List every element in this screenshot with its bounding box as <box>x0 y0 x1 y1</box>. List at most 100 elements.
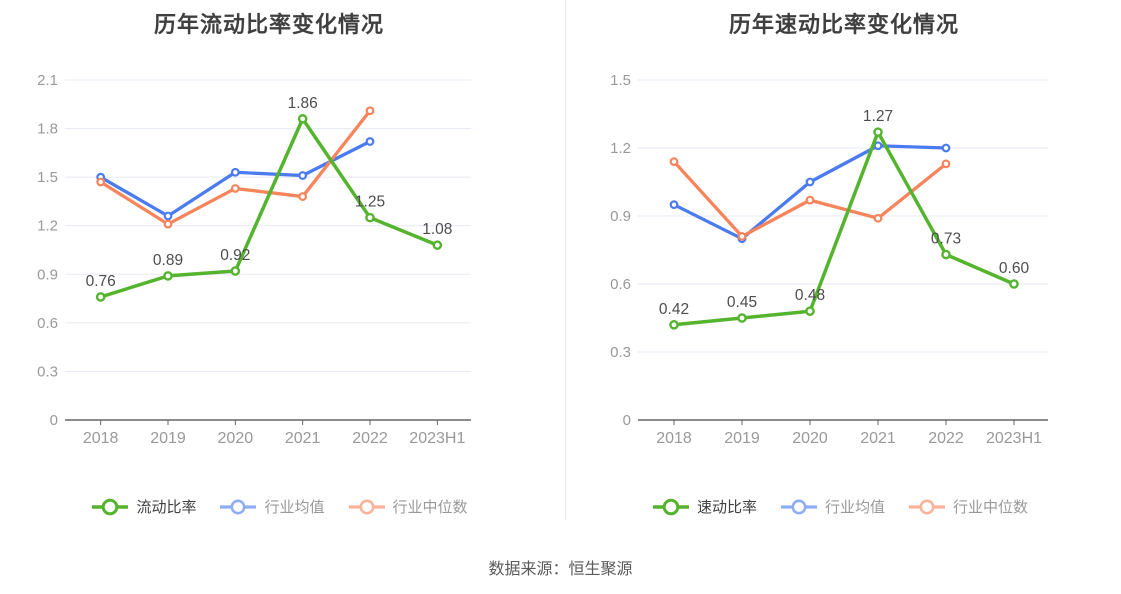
x-axis-tick-label: 2021 <box>860 430 896 447</box>
y-axis-tick-label: 1.8 <box>37 121 58 138</box>
x-axis-tick-label: 2022 <box>352 430 388 447</box>
legend-label: 流动比率 <box>136 498 197 516</box>
data-point[interactable] <box>365 212 375 223</box>
legend-marker-green-icon <box>92 498 129 516</box>
data-point[interactable] <box>96 177 106 187</box>
point-label: 0.42 <box>659 301 689 318</box>
data-point[interactable] <box>737 313 747 323</box>
legend-label: 行业均值 <box>264 498 325 516</box>
data-point[interactable] <box>297 114 308 124</box>
data-point[interactable] <box>298 192 308 201</box>
legend-item-green[interactable]: 速动比率 <box>652 498 757 516</box>
data-point[interactable] <box>669 157 679 167</box>
y-axis-tick-label: 2.1 <box>37 72 58 89</box>
data-point[interactable] <box>365 106 375 116</box>
x-axis-tick-label: 2020 <box>792 430 828 447</box>
data-point[interactable] <box>163 219 173 229</box>
chart-legend: 流动比率 行业均值 行业中位数 <box>0 495 560 519</box>
data-point[interactable] <box>230 167 240 177</box>
data-point[interactable] <box>737 231 747 241</box>
data-point[interactable] <box>298 171 308 180</box>
point-label: 0.89 <box>153 252 183 269</box>
chart-panel-current-ratio: 历年流动比率变化情况 0 0.3 0.6 0.9 1.2 1.5 1.8 2.1 2018 201… <box>0 0 560 530</box>
panel-divider <box>565 0 566 520</box>
data-point[interactable] <box>873 127 883 137</box>
legend-marker-orange-icon <box>909 499 945 515</box>
data-point[interactable] <box>230 266 241 276</box>
data-point[interactable] <box>805 195 815 205</box>
series-orange <box>96 106 375 229</box>
point-label: 1.86 <box>288 95 318 112</box>
point-label: 0.60 <box>999 260 1030 277</box>
x-axis-tick-label: 2018 <box>656 430 692 447</box>
legend-marker-blue-icon <box>220 499 257 515</box>
legend-item-blue[interactable]: 行业均值 <box>220 498 325 516</box>
x-axis-tick-label: 2021 <box>285 430 321 447</box>
x-axis-tick-label: 2023H1 <box>409 430 465 447</box>
legend-item-orange[interactable]: 行业中位数 <box>909 498 1028 516</box>
y-axis-tick-label: 1.2 <box>37 218 58 235</box>
data-point[interactable] <box>941 249 951 260</box>
legend-marker-blue-icon <box>780 499 817 515</box>
x-axis-tick-label: 2023H1 <box>986 430 1042 447</box>
point-label: 0.48 <box>795 287 825 304</box>
series-line <box>672 130 1016 327</box>
legend-marker-orange-icon <box>348 499 385 515</box>
data-source-note: 数据来源：恒生聚源 <box>488 561 633 578</box>
y-axis-tick-label: 0.6 <box>610 276 631 293</box>
line-chart-canvas: 0 0.3 0.6 0.9 1.2 1.5 1.8 2.1 2018 2019 2020 2021 20… <box>37 72 471 447</box>
x-axis-tick-label: 2018 <box>83 430 119 447</box>
y-axis-tick-label: 0.3 <box>610 344 631 361</box>
series-green <box>669 127 1019 330</box>
line-chart-canvas: 0 0.3 0.6 0.9 1.2 1.5 2018 2019 2020 2021 2022 2023… <box>610 72 1048 447</box>
data-point[interactable] <box>163 271 173 281</box>
data-point[interactable] <box>669 200 679 210</box>
y-axis-tick-label: 0 <box>623 412 631 429</box>
series-line <box>99 109 372 226</box>
legend-item-blue[interactable]: 行业均值 <box>780 498 885 516</box>
data-point[interactable] <box>432 240 443 250</box>
legend-item-green[interactable]: 流动比率 <box>92 498 196 516</box>
point-label: 0.76 <box>86 273 116 290</box>
y-axis-tick-label: 1.5 <box>37 169 58 186</box>
series-blue <box>669 141 951 244</box>
y-axis-tick-label: 0.9 <box>610 208 631 225</box>
chart-title: 历年速动比率变化情况 <box>728 12 959 37</box>
point-label: 0.92 <box>220 247 250 264</box>
chart-legend: 速动比率 行业均值 行业中位数 <box>560 495 1121 519</box>
y-axis-tick-label: 1.5 <box>610 72 631 89</box>
legend-label: 行业中位数 <box>953 498 1029 516</box>
point-label: 1.08 <box>422 221 452 238</box>
data-point[interactable] <box>230 184 240 193</box>
legend-label: 行业中位数 <box>392 498 468 516</box>
series-orange <box>669 157 951 241</box>
x-axis-tick-label: 2020 <box>218 430 254 447</box>
legend-marker-green-icon <box>652 498 689 516</box>
y-axis-tick-label: 1.2 <box>610 140 631 157</box>
point-label: 0.45 <box>727 294 757 311</box>
data-point[interactable] <box>95 292 106 302</box>
point-label: 0.73 <box>931 231 961 248</box>
data-point[interactable] <box>1009 279 1019 289</box>
data-point[interactable] <box>873 213 883 223</box>
series-green <box>95 114 443 302</box>
data-point[interactable] <box>805 306 815 317</box>
y-axis-tick-label: 0.9 <box>37 266 58 283</box>
data-point[interactable] <box>873 141 883 151</box>
point-label: 1.25 <box>355 194 385 211</box>
point-label: 1.27 <box>863 108 893 125</box>
chart-title: 历年流动比率变化情况 <box>153 12 384 37</box>
data-point[interactable] <box>941 159 951 169</box>
series-blue <box>96 137 375 221</box>
data-point[interactable] <box>941 143 951 153</box>
y-axis-tick-label: 0.6 <box>37 315 58 332</box>
series-line <box>98 117 440 299</box>
legend-label: 速动比率 <box>696 498 757 516</box>
data-point[interactable] <box>805 177 815 187</box>
data-point[interactable] <box>163 211 173 221</box>
data-point[interactable] <box>365 137 375 146</box>
x-axis-tick-label: 2022 <box>928 430 964 447</box>
legend-item-orange[interactable]: 行业中位数 <box>348 498 468 516</box>
data-point[interactable] <box>669 319 679 330</box>
